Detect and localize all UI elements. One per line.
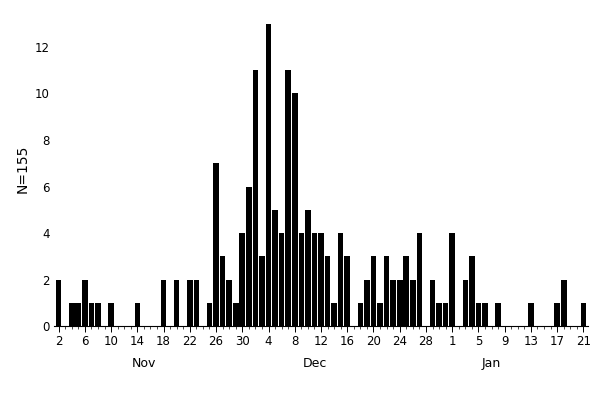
Bar: [69, 303, 74, 326]
Bar: [194, 280, 199, 326]
Bar: [449, 233, 455, 326]
Bar: [56, 280, 61, 326]
Bar: [292, 94, 298, 326]
Bar: [272, 210, 278, 326]
Bar: [213, 163, 219, 326]
Bar: [239, 233, 245, 326]
Bar: [233, 303, 239, 326]
Bar: [391, 280, 396, 326]
Bar: [430, 280, 436, 326]
Bar: [344, 256, 350, 326]
Bar: [305, 210, 311, 326]
Bar: [371, 256, 376, 326]
Bar: [299, 233, 304, 326]
Bar: [82, 280, 88, 326]
Bar: [364, 280, 370, 326]
Bar: [174, 280, 179, 326]
Bar: [377, 303, 383, 326]
Bar: [89, 303, 94, 326]
Bar: [554, 303, 560, 326]
Bar: [528, 303, 534, 326]
Text: Dec: Dec: [302, 357, 326, 370]
Bar: [318, 233, 324, 326]
Y-axis label: N=155: N=155: [15, 145, 29, 193]
Bar: [416, 233, 422, 326]
Text: Jan: Jan: [482, 357, 501, 370]
Bar: [476, 303, 481, 326]
Bar: [206, 303, 212, 326]
Bar: [108, 303, 114, 326]
Bar: [410, 280, 416, 326]
Bar: [266, 23, 271, 326]
Text: Nov: Nov: [131, 357, 156, 370]
Bar: [187, 280, 193, 326]
Bar: [463, 280, 468, 326]
Bar: [403, 256, 409, 326]
Bar: [220, 256, 226, 326]
Bar: [226, 280, 232, 326]
Bar: [338, 233, 343, 326]
Bar: [325, 256, 331, 326]
Bar: [331, 303, 337, 326]
Bar: [384, 256, 389, 326]
Bar: [469, 256, 475, 326]
Bar: [358, 303, 363, 326]
Bar: [561, 280, 566, 326]
Bar: [436, 303, 442, 326]
Bar: [311, 233, 317, 326]
Bar: [161, 280, 166, 326]
Bar: [134, 303, 140, 326]
Bar: [246, 187, 251, 326]
Bar: [496, 303, 501, 326]
Bar: [397, 280, 403, 326]
Bar: [443, 303, 448, 326]
Bar: [581, 303, 586, 326]
Bar: [95, 303, 101, 326]
Bar: [253, 70, 258, 326]
Bar: [279, 233, 284, 326]
Bar: [76, 303, 81, 326]
Bar: [259, 256, 265, 326]
Bar: [482, 303, 488, 326]
Bar: [286, 70, 291, 326]
